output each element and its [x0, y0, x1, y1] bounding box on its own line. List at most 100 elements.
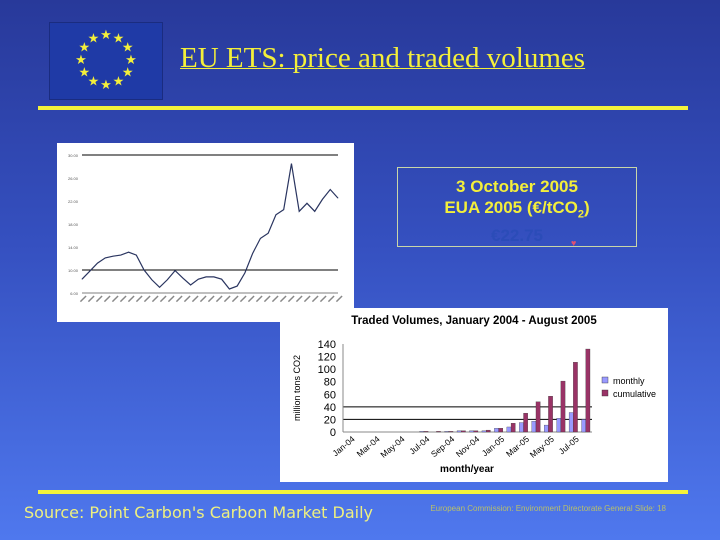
x-tick-label — [87, 295, 95, 303]
star-icon: ★ — [113, 74, 125, 89]
slide-title: EU ETS: price and traded volumes — [180, 42, 586, 74]
y-tick-label: 6.00 — [70, 291, 79, 296]
star-icon: ★ — [125, 52, 137, 67]
info-date: 3 October 2005 — [456, 177, 578, 196]
x-tick-label — [295, 295, 303, 303]
x-tick-label — [239, 295, 247, 303]
x-tick-label — [111, 295, 119, 303]
price-point — [306, 203, 308, 204]
bar-cumulative — [498, 428, 503, 433]
bar-monthly — [506, 426, 512, 433]
price-point — [298, 211, 300, 212]
star-icon: ★ — [79, 40, 91, 55]
bar-cumulative — [473, 430, 479, 433]
bar-monthly — [568, 412, 574, 433]
y-tick-label: 80 — [324, 377, 336, 389]
y-tick-label: 120 — [318, 352, 336, 364]
x-axis-label: month/year — [440, 464, 494, 475]
y-tick-label: 40 — [324, 402, 336, 414]
star-icon: ★ — [88, 74, 100, 89]
x-tick-label — [279, 295, 287, 303]
y-tick-label: 0 — [330, 427, 336, 439]
x-tick-label — [127, 295, 135, 303]
price-point — [104, 257, 106, 259]
bar-monthly — [456, 430, 462, 433]
x-tick-label — [95, 295, 103, 303]
bar-monthly — [469, 430, 474, 433]
price-point — [143, 269, 145, 271]
price-point — [198, 278, 199, 280]
bar-monthly — [519, 422, 524, 433]
x-tick-label: Mar-05 — [504, 434, 531, 459]
x-tick-label — [151, 295, 159, 303]
bar-monthly — [444, 431, 449, 433]
x-tick-label: Jul-04 — [407, 434, 431, 457]
x-tick-label — [287, 295, 295, 303]
y-tick-label: 30.00 — [68, 153, 79, 158]
price-point — [275, 214, 277, 216]
x-tick-label: May-05 — [528, 434, 556, 460]
x-tick-label — [231, 295, 239, 303]
legend-label: cumulative — [613, 389, 656, 399]
x-tick-label — [79, 295, 87, 303]
star-icon: ★ — [122, 40, 134, 55]
price-point — [252, 253, 253, 254]
x-tick-label — [247, 295, 255, 303]
volume-chart: Traded Volumes, January 2004 - August 20… — [280, 308, 668, 482]
x-tick-label — [255, 295, 263, 303]
y-tick-label: 26.00 — [68, 176, 79, 181]
chart-title: Traded Volumes, January 2004 - August 20… — [351, 315, 597, 327]
x-tick-label: Nov-04 — [454, 434, 482, 459]
x-tick-label — [167, 295, 175, 303]
bar-monthly — [544, 424, 549, 433]
bar-monthly — [494, 428, 499, 433]
price-point — [337, 197, 339, 199]
info-price: €22.75 — [491, 226, 543, 246]
price-point — [314, 211, 316, 212]
x-tick-label: Jul-05 — [557, 434, 581, 457]
price-point — [229, 288, 230, 290]
x-tick-label: Sep-04 — [429, 434, 457, 459]
price-point — [81, 278, 83, 280]
star-icon: ★ — [100, 77, 112, 92]
price-point — [97, 262, 98, 264]
price-point — [112, 255, 114, 257]
price-info-box: 3 October 2005 EUA 2005 (€/tCO2) €22.75 — [397, 167, 637, 247]
x-tick-label — [303, 295, 311, 303]
bar-monthly — [556, 418, 562, 433]
x-tick-label — [319, 295, 327, 303]
heart-icon: ♥ — [571, 238, 577, 248]
price-point — [244, 272, 246, 274]
x-tick-label — [183, 295, 191, 303]
price-point — [260, 238, 261, 239]
bar-cumulative — [523, 412, 528, 433]
footer-divider — [38, 490, 688, 494]
price-point — [283, 209, 284, 210]
price-point — [120, 254, 122, 256]
star-icon: ★ — [75, 52, 87, 67]
price-point — [236, 285, 238, 287]
bar-cumulative — [436, 431, 441, 433]
bar-cumulative — [448, 431, 454, 433]
x-tick-label — [271, 295, 279, 303]
x-tick-label — [159, 295, 167, 303]
price-point — [159, 286, 160, 288]
y-tick-label: 22.00 — [68, 199, 79, 204]
bar-cumulative — [573, 362, 578, 433]
price-point — [322, 198, 323, 200]
price-point — [190, 284, 191, 286]
y-axis-label: million tons CO2 — [292, 355, 302, 421]
bar-cumulative — [510, 423, 516, 433]
source-note: Source: Point Carbon's Carbon Market Dai… — [24, 503, 373, 522]
x-tick-label — [175, 295, 183, 303]
star-icon: ★ — [79, 65, 91, 80]
star-icon: ★ — [88, 30, 100, 45]
legend-label: monthly — [613, 376, 645, 386]
x-tick-label — [335, 295, 343, 303]
legend-swatch — [601, 376, 609, 384]
y-tick-label: 140 — [318, 339, 336, 351]
y-tick-label: 60 — [324, 389, 336, 401]
legend-swatch — [601, 389, 609, 397]
eu-flag-logo: ★ ★ ★ ★ ★ ★ ★ ★ ★ ★ ★ ★ — [49, 22, 163, 100]
x-tick-label — [311, 295, 319, 303]
